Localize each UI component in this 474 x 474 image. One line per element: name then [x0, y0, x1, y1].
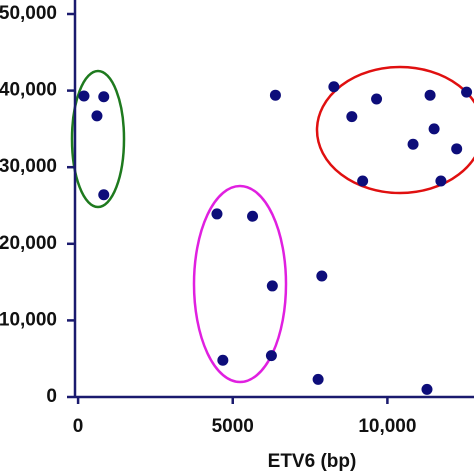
point [435, 175, 447, 187]
cluster-outline [70, 69, 126, 209]
point [461, 86, 473, 98]
point [424, 89, 436, 101]
point [421, 383, 433, 395]
y-tick-label: 0 [46, 386, 57, 407]
x-tick-label: 10,000 [358, 416, 416, 437]
point [312, 373, 324, 385]
point [266, 280, 278, 292]
point [407, 138, 419, 150]
cluster-outline [192, 184, 288, 384]
x-tick-label: 0 [73, 416, 84, 437]
point [357, 175, 369, 187]
point [428, 123, 440, 135]
y-tick-label: 50,000 [0, 3, 57, 24]
y-tick-label: 20,000 [0, 233, 57, 254]
point [91, 110, 103, 122]
y-tick-label: 30,000 [0, 156, 57, 177]
point [98, 91, 110, 103]
point [269, 89, 281, 101]
cluster-outline [315, 65, 474, 195]
point [98, 189, 110, 201]
point [247, 210, 259, 222]
point [346, 111, 358, 123]
point [78, 90, 90, 102]
y-tick-label: 10,000 [0, 309, 57, 330]
x-tick-label: 5000 [212, 416, 254, 437]
point [211, 208, 223, 220]
x-axis-label: ETV6 (bp) [268, 451, 357, 472]
point [316, 270, 328, 282]
point [451, 143, 463, 155]
point [217, 354, 229, 366]
point [265, 350, 277, 362]
y-tick-label: 40,000 [0, 80, 57, 101]
point [328, 81, 340, 93]
point [371, 93, 383, 105]
